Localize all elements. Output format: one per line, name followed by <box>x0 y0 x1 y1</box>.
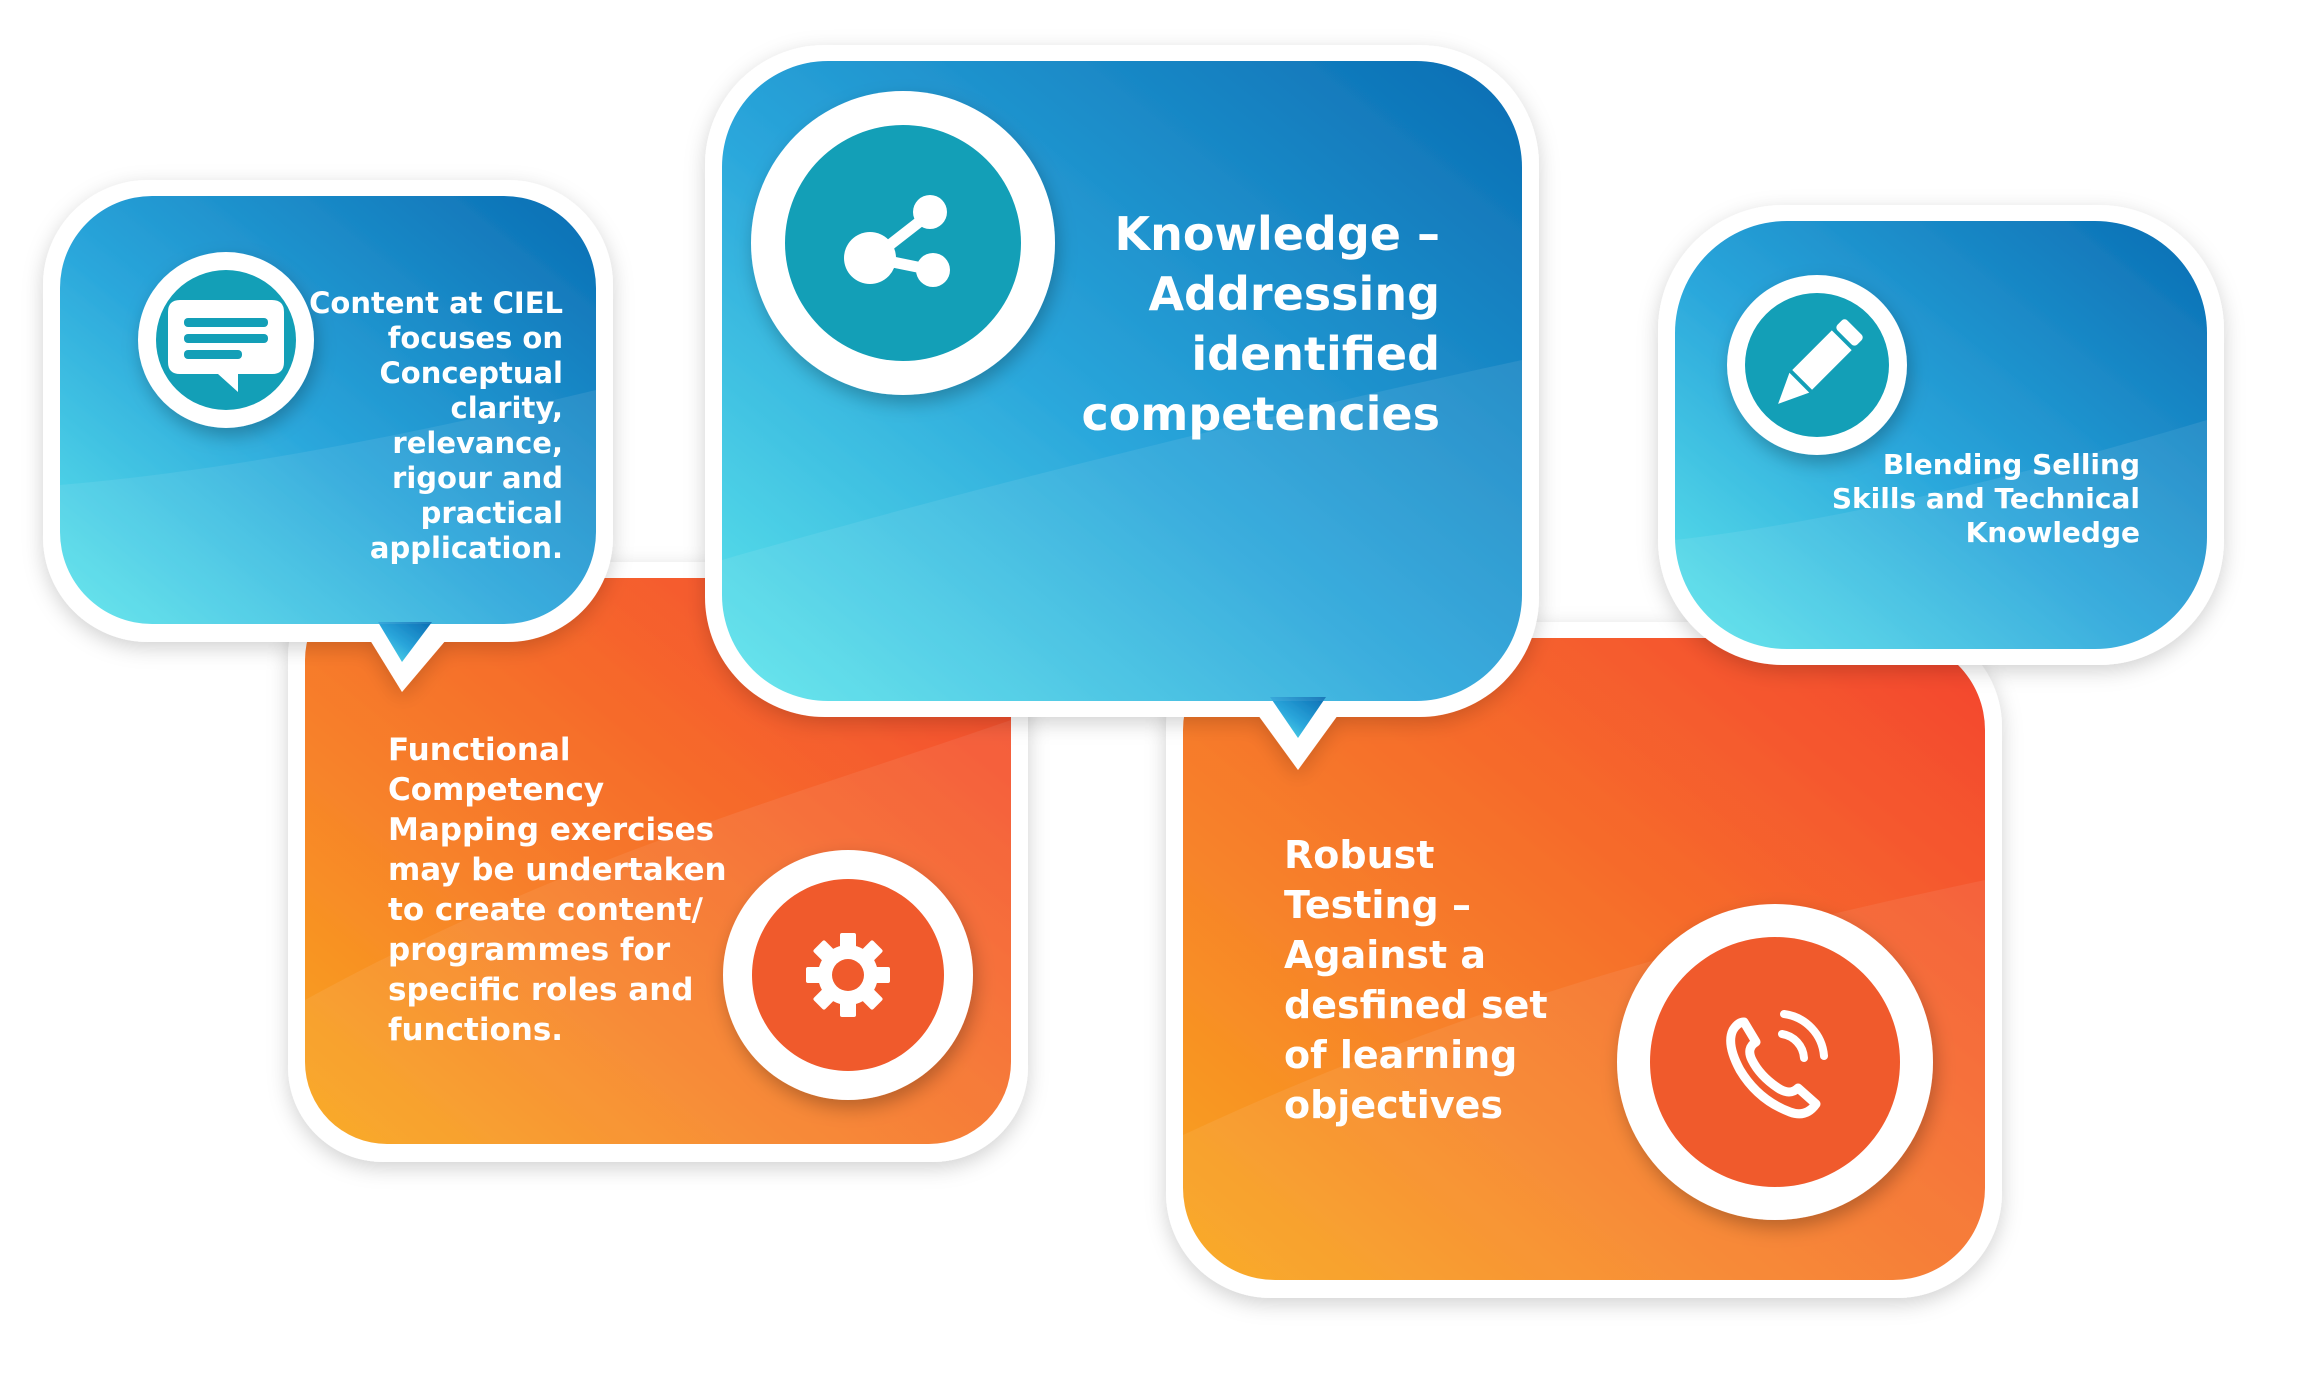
functional-icon-badge <box>723 850 973 1100</box>
knowledge-text: Knowledge – Addressing identified compet… <box>1081 207 1440 441</box>
content-text: Content at CIEL focuses on Conceptual cl… <box>309 286 563 565</box>
pencil-icon <box>1778 319 1863 404</box>
robust-icon-badge <box>1617 904 1933 1220</box>
phone-call-icon <box>1726 1010 1828 1119</box>
content-icon-badge <box>138 252 314 428</box>
bubble-blending <box>1658 205 2224 665</box>
robust-text: Robust Testing – Against a desfined set … <box>1284 833 1548 1127</box>
blending-text: Blending Selling Skills and Technical Kn… <box>1831 448 2140 549</box>
blending-icon-badge <box>1727 275 1907 455</box>
functional-text: Functional Competency Mapping exercises … <box>388 732 727 1048</box>
knowledge-icon-badge <box>751 91 1055 395</box>
gear-icon <box>806 933 890 1017</box>
chat-message-icon <box>168 300 284 392</box>
share-nodes-icon <box>844 195 950 287</box>
